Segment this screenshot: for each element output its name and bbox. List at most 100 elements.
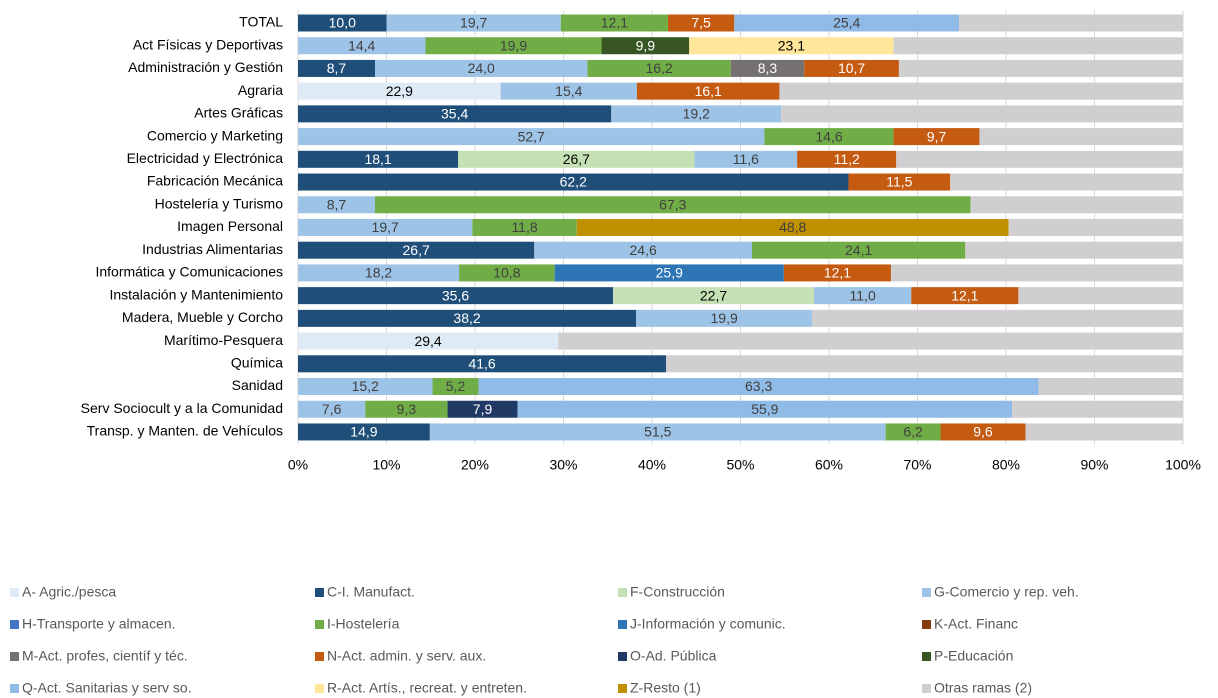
data-label: 6,2 — [903, 424, 923, 440]
bar-segment — [478, 378, 1039, 396]
bar-segment — [298, 128, 765, 146]
bar-segment — [797, 150, 897, 168]
data-label: 26,7 — [403, 242, 430, 258]
legend-label: Otras ramas (2) — [934, 680, 1032, 696]
bar-segment — [554, 264, 784, 282]
y-tick-label: Marítimo-Pesquera — [164, 332, 283, 348]
legend-swatch — [618, 684, 627, 693]
x-tick-label: 10% — [372, 457, 400, 473]
bar-segment — [374, 196, 971, 214]
bar-segment — [804, 59, 899, 77]
data-label: 51,5 — [644, 424, 671, 440]
bar-segment — [601, 37, 690, 55]
y-tick-label: Hostelería y Turismo — [155, 195, 284, 211]
data-label: 63,3 — [745, 378, 772, 394]
legend-label: M-Act. profes, científ y téc. — [22, 648, 188, 664]
bar-segment — [298, 309, 637, 327]
data-label: 62,2 — [560, 174, 587, 190]
bar-segment — [848, 173, 951, 191]
data-label: 15,2 — [352, 378, 379, 394]
bar-segment — [1025, 423, 1183, 441]
data-label: 10,0 — [329, 15, 356, 31]
data-label: 35,6 — [442, 287, 469, 303]
bar-segment — [694, 150, 798, 168]
bar-segment — [752, 241, 966, 259]
data-label: 67,3 — [659, 196, 686, 212]
legend-label: O-Ad. Pública — [630, 648, 717, 664]
legend-swatch — [10, 620, 19, 629]
data-label: 9,3 — [397, 401, 417, 417]
legend-swatch — [618, 620, 627, 629]
data-label: 9,7 — [927, 128, 947, 144]
data-label: 8,3 — [758, 60, 778, 76]
legend-swatch — [315, 652, 324, 661]
legend-label: F-Construcción — [630, 584, 725, 600]
y-tick-label: Comercio y Marketing — [147, 127, 283, 143]
bar-segment — [298, 14, 387, 32]
data-label: 12,1 — [951, 287, 978, 303]
data-label: 19,7 — [372, 219, 399, 235]
bar-segment — [458, 150, 695, 168]
data-label: 19,2 — [683, 106, 710, 122]
y-tick-label: Imagen Personal — [177, 218, 283, 234]
legend-swatch — [922, 684, 931, 693]
bar-segment — [298, 332, 559, 350]
bar-segment — [459, 264, 555, 282]
bar-segment — [560, 14, 668, 32]
data-label: 12,1 — [601, 15, 628, 31]
data-label: 18,1 — [364, 151, 391, 167]
data-label: 41,6 — [468, 356, 495, 372]
legend-label: N-Act. admin. y serv. aux. — [327, 648, 486, 664]
data-label: 16,1 — [695, 83, 722, 99]
data-label: 22,7 — [700, 287, 727, 303]
legend-swatch — [10, 652, 19, 661]
bar-segment — [429, 423, 886, 441]
legend-swatch — [315, 620, 324, 629]
bar-segment — [965, 241, 1183, 259]
y-tick-label: Artes Gráficas — [194, 105, 283, 121]
legend-label: Q-Act. Sanitarias y serv so. — [22, 680, 192, 696]
data-label: 11,8 — [511, 219, 537, 235]
data-label: 11,5 — [886, 174, 912, 190]
x-tick-label: 60% — [815, 457, 843, 473]
bar-segment — [812, 309, 1183, 327]
bar-segment — [636, 309, 813, 327]
data-label: 10,7 — [838, 60, 865, 76]
y-tick-label: Madera, Mueble y Corcho — [122, 309, 283, 325]
data-label: 14,4 — [348, 37, 375, 53]
data-label: 9,9 — [636, 37, 656, 53]
y-tick-label: Instalación y Mantenimiento — [109, 286, 283, 302]
bar-segment — [432, 378, 479, 396]
bar-segment — [298, 218, 473, 236]
data-label: 11,0 — [850, 287, 876, 303]
data-label: 7,5 — [691, 15, 711, 31]
data-label: 7,6 — [322, 401, 342, 417]
bar-segment — [298, 287, 614, 305]
bar-segment — [667, 14, 735, 32]
bar-segment — [298, 59, 375, 77]
legend-label: P-Educación — [934, 648, 1013, 664]
data-label: 11,6 — [733, 151, 759, 167]
data-label: 24,1 — [845, 242, 872, 258]
bar-segment — [298, 105, 612, 123]
y-tick-label: Sanidad — [232, 377, 283, 393]
bar-segment — [298, 355, 667, 373]
bar-segment — [298, 400, 366, 418]
x-tick-label: 70% — [903, 457, 931, 473]
bar-segment — [730, 59, 805, 77]
bar-segment — [885, 423, 941, 441]
bar-segment — [734, 14, 960, 32]
y-tick-label: Fabricación Mecánica — [147, 173, 283, 189]
data-label: 15,4 — [555, 83, 582, 99]
data-label: 14,9 — [350, 424, 377, 440]
bar-segment — [890, 264, 1183, 282]
legend-label: I-Hostelería — [327, 616, 400, 632]
y-tick-label: Administración y Gestión — [128, 59, 283, 75]
data-label: 19,9 — [711, 310, 738, 326]
x-tick-label: 30% — [549, 457, 577, 473]
y-tick-label: Informática y Comunicaciones — [95, 264, 283, 280]
data-label: 35,4 — [441, 106, 468, 122]
y-tick-label: Transp. y Manten. de Vehículos — [87, 423, 283, 439]
data-label: 48,8 — [779, 219, 806, 235]
